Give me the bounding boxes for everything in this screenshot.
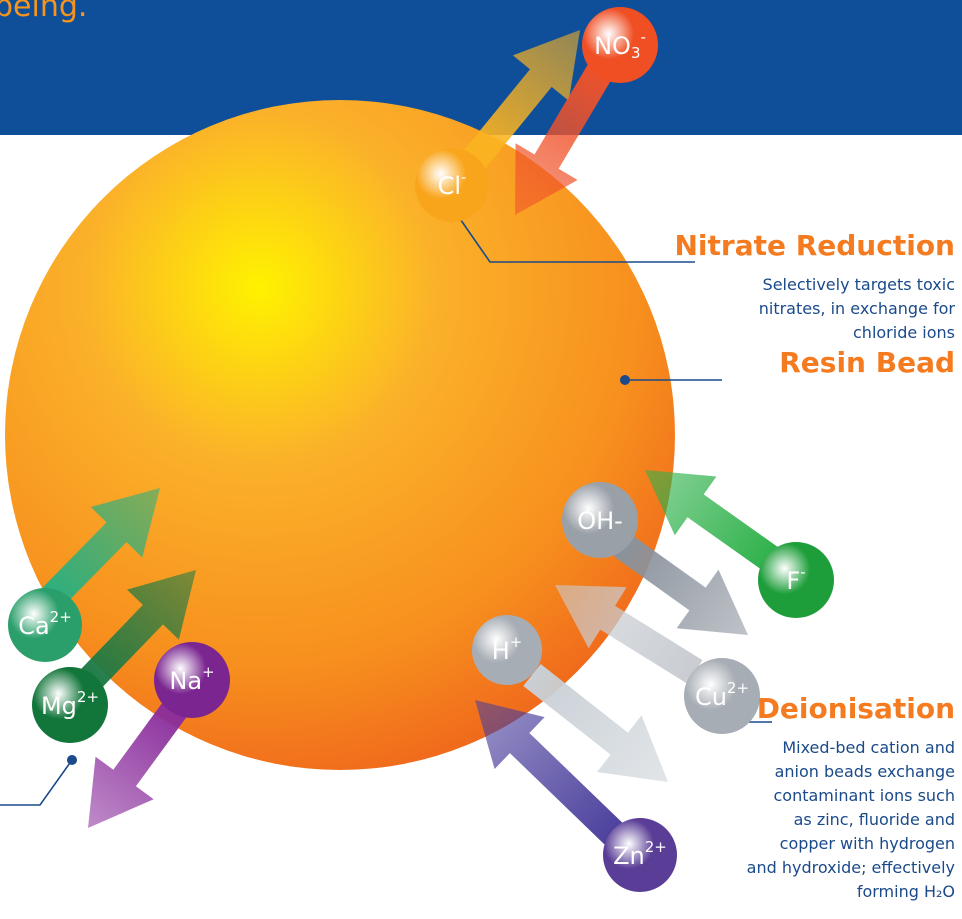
arrow [645,470,780,571]
ion-superscript: 2+ [645,838,667,856]
ion-superscript: - [800,563,805,581]
callout-text: contaminant ions such [774,786,956,805]
ion-label: OH- [577,507,623,535]
ion-symbol: Cl [438,172,461,200]
callout-text: as zinc, fluoride and [794,810,955,829]
ion-symbol: Na [169,667,202,695]
ion-subscript: 3 [631,44,641,62]
callout-text: anion beads exchange [775,762,955,781]
header-band [0,0,962,135]
ion-superscript: 2+ [77,688,99,706]
header-title: being. [0,0,87,24]
ion-superscript: 2+ [727,679,749,697]
diagram: being. NO3-Cl-OH-F-Cu2+H+Zn2+Ca2+Mg2+Na+… [0,0,962,919]
callout-title: Deionisation [757,692,955,725]
callout-text: and hydroxide; effectively [747,858,955,877]
ion-symbol: Cu [695,683,727,711]
ion-symbol: Zn [613,842,645,870]
ion-symbol: Ca [18,612,49,640]
page: {"header": {"title": "being."}, "ions": … [0,0,962,919]
ion-superscript: + [510,633,523,651]
callout-title: Nitrate Reduction [674,229,955,262]
callout-text: chloride ions [853,323,955,342]
ion-symbol: Mg [41,692,77,720]
leader-dot [67,755,77,765]
ion-superscript: + [202,663,215,681]
callout-text: nitrates, in exchange for [759,299,956,318]
ion-symbol: F [786,567,800,595]
ion-superscript: - [640,28,645,46]
callout-text: Selectively targets toxic [763,275,955,294]
ion-symbol: NO [594,32,631,60]
ion-superscript: - [461,168,466,186]
callout-text: Mixed-bed cation and [782,738,955,757]
callout-title: Resin Bead [779,346,955,379]
ion-superscript: 2+ [50,608,72,626]
leader-line [0,760,72,805]
callout-text: forming H₂O [857,882,955,901]
ion-symbol: H [492,637,510,665]
leader-dot [620,375,630,385]
callout-text: copper with hydrogen [780,834,955,853]
ion-symbol: OH- [577,507,623,535]
